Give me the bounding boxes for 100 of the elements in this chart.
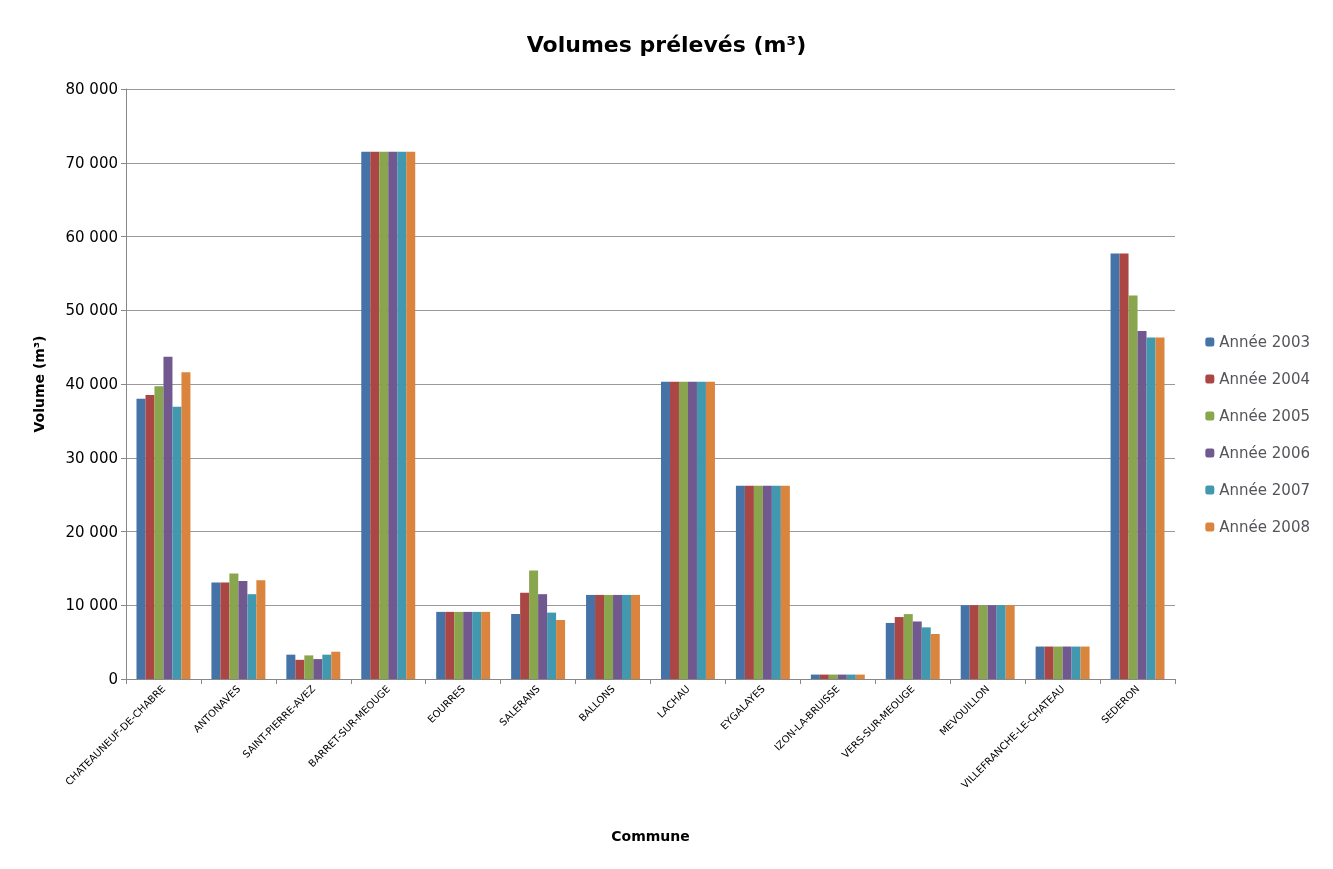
bar: [921, 627, 931, 679]
bar: [163, 356, 173, 679]
bar: [256, 580, 266, 679]
bar: [406, 151, 416, 679]
y-tick-label: 0: [108, 670, 118, 688]
bar: [1110, 253, 1120, 679]
bar: [903, 614, 913, 679]
bar: [586, 594, 596, 679]
bar: [1119, 253, 1129, 679]
legend-label: Année 2005: [1219, 407, 1311, 425]
bar: [304, 655, 314, 679]
bar: [172, 406, 182, 679]
bar: [753, 485, 763, 679]
bar: [286, 654, 296, 679]
bar: [960, 605, 970, 679]
bar: [660, 381, 670, 679]
bar: [481, 611, 491, 679]
bar: [696, 381, 706, 679]
bar: [1035, 646, 1045, 679]
bar: [1005, 605, 1015, 679]
y-tick-label: 60 000: [65, 227, 118, 246]
bar: [855, 674, 865, 679]
bar: [1128, 295, 1138, 679]
y-tick-label: 70 000: [65, 153, 118, 172]
bar: [322, 654, 332, 679]
bar: [463, 611, 473, 679]
bar: [762, 485, 772, 679]
y-tick-label: 30 000: [65, 448, 118, 467]
bar: [613, 594, 623, 679]
bar: [631, 594, 641, 679]
x-axis-title: Commune: [611, 828, 690, 844]
bar: [538, 594, 548, 679]
bar: [154, 386, 164, 679]
bar: [145, 395, 155, 679]
bar: [705, 381, 715, 679]
bar: [1155, 337, 1165, 679]
bar: [220, 582, 230, 679]
bar: [472, 611, 482, 679]
bar: [1071, 646, 1081, 679]
bar: [247, 594, 257, 679]
bar: [744, 485, 754, 679]
bar: [780, 485, 790, 679]
bar: [547, 612, 557, 679]
bar: [211, 582, 221, 679]
bar: [529, 570, 539, 679]
bar: [454, 611, 464, 679]
bar: [996, 605, 1006, 679]
bar: [361, 151, 371, 679]
y-tick-label: 40 000: [65, 375, 118, 393]
bar: [912, 621, 922, 679]
bar: [978, 605, 988, 679]
bar: [331, 651, 341, 679]
bar: [313, 659, 323, 679]
bar: [1080, 646, 1090, 679]
y-axis-title: Volume (m³): [31, 335, 47, 433]
bar: [894, 617, 904, 679]
bar: [379, 151, 389, 679]
bar: [735, 485, 745, 679]
bar: [604, 594, 614, 679]
y-tick-label: 20 000: [65, 522, 118, 541]
bar: [819, 674, 829, 679]
bar: [229, 573, 239, 679]
bar: [520, 592, 530, 679]
bar: [511, 614, 521, 679]
bar: [136, 398, 146, 679]
bar: [678, 381, 688, 679]
bar: [1137, 330, 1147, 679]
bar: [837, 674, 847, 679]
bar: [1044, 646, 1054, 679]
bar: [370, 151, 380, 679]
legend-label: Année 2008: [1219, 518, 1311, 536]
bar: [445, 611, 455, 679]
legend-label: Année 2003: [1219, 333, 1311, 351]
bar: [436, 611, 446, 679]
bar: [622, 594, 632, 679]
bar: [828, 674, 838, 679]
y-tick-label: 50 000: [65, 301, 118, 320]
bar: [930, 634, 940, 679]
bar: [397, 151, 407, 679]
bar: [846, 674, 856, 679]
legend-label: Année 2007: [1219, 481, 1311, 499]
bar: [771, 485, 781, 679]
bar: [987, 605, 997, 679]
y-tick-label: 10 000: [65, 596, 118, 615]
legend-label: Année 2004: [1219, 370, 1311, 388]
bar: [238, 580, 248, 679]
bar: [1062, 646, 1072, 679]
bar: [556, 620, 566, 679]
bar: [885, 622, 895, 679]
bar: [810, 674, 820, 679]
bar: [969, 605, 979, 679]
bar: [388, 151, 398, 679]
legend-label: Année 2006: [1219, 444, 1311, 462]
bar: [295, 659, 305, 679]
bar: [595, 594, 605, 679]
y-tick-label: 80 000: [65, 80, 118, 98]
bar: [687, 381, 697, 679]
bar: [669, 381, 679, 679]
bar: [181, 372, 191, 679]
chart-title: Volumes prélevés (m³): [526, 31, 807, 57]
